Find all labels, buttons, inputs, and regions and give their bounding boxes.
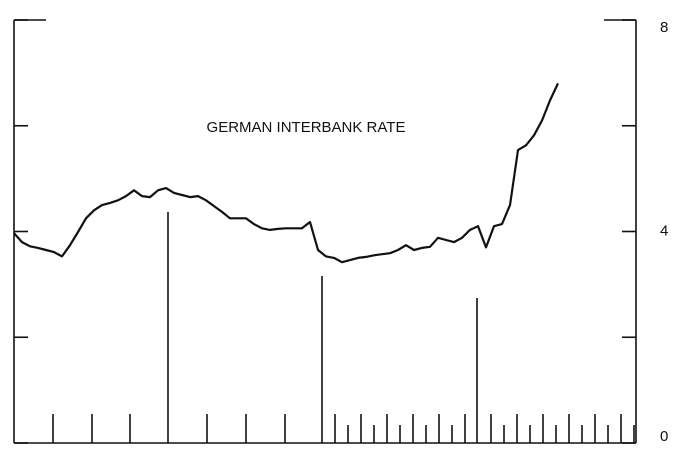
frame bbox=[13, 19, 637, 444]
y-tick-label: 4 bbox=[660, 222, 668, 239]
line bbox=[13, 82, 559, 264]
chart-title: GERMAN INTERBANK RATE bbox=[207, 119, 406, 136]
y-tick-label: 0 bbox=[660, 428, 668, 445]
y-tick-label: 8 bbox=[660, 19, 668, 36]
